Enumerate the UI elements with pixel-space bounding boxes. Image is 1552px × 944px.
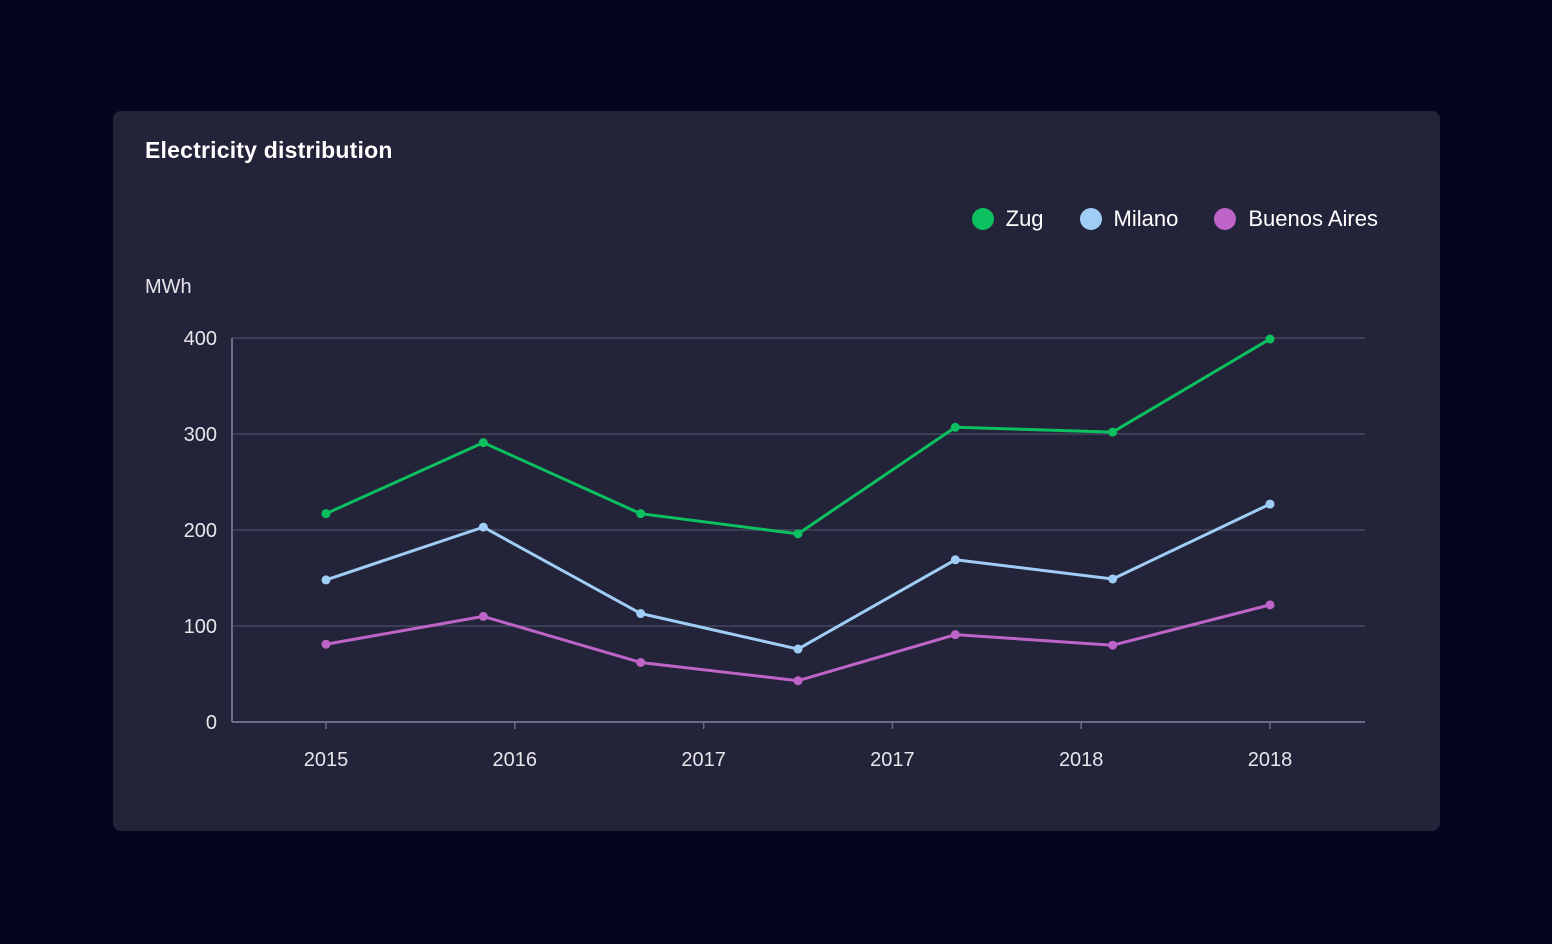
milano-point[interactable] [793,644,803,654]
series-milano[interactable] [321,499,1275,654]
zug-point[interactable] [1265,334,1275,344]
zug-point[interactable] [1108,427,1118,437]
zug-point[interactable] [793,529,803,539]
milano-point[interactable] [950,555,960,565]
buenos-aires-point[interactable] [478,611,488,621]
series-zug[interactable] [321,334,1275,539]
milano-point[interactable] [636,609,646,619]
zug-point[interactable] [636,509,646,519]
zug-line[interactable] [324,337,1272,536]
buenos-aires-line[interactable] [324,603,1272,683]
buenos-aires-point[interactable] [1265,600,1275,610]
x-tick-label: 2017 [681,749,726,771]
zug-legend-dot-icon [971,208,994,230]
y-tick-label: 200 [184,520,217,542]
buenos-aires-point[interactable] [321,639,331,649]
y-tick-label: 400 [184,328,217,350]
legend-item-milano[interactable]: Milano [1079,206,1179,232]
x-tick-label: 2017 [870,749,915,771]
y-axis-labels: 0 100 200 300 400 [184,328,217,734]
buenos-aires-legend-dot-icon [1214,208,1237,230]
y-tick-label: 100 [184,616,217,638]
legend-item-buenos-aires[interactable]: Buenos Aires [1214,206,1378,232]
legend-label: Milano [1113,206,1179,231]
x-tick-label: 2018 [1248,749,1293,771]
x-axis: 2015 2016 2017 2017 2018 2018 [304,722,1293,771]
y-axis-unit-label: MWh [145,276,192,298]
milano-point[interactable] [478,522,488,532]
chart-title: Electricity distribution [145,137,393,163]
milano-line[interactable] [324,502,1272,651]
x-tick-label: 2018 [1059,749,1104,771]
buenos-aires-point[interactable] [793,676,803,686]
milano-point[interactable] [1108,574,1118,584]
y-tick-label: 0 [206,712,217,734]
zug-point[interactable] [321,509,331,519]
legend-label: Zug [1005,206,1044,231]
zug-point[interactable] [950,422,960,432]
milano-point[interactable] [1265,499,1275,509]
buenos-aires-point[interactable] [1108,640,1118,650]
series-buenos-aires[interactable] [321,600,1275,686]
milano-legend-dot-icon [1079,208,1102,230]
y-tick-label: 300 [184,424,217,446]
chart-legend: Zug Milano Buenos Aires [971,206,1378,232]
milano-point[interactable] [321,575,331,585]
buenos-aires-point[interactable] [950,630,960,640]
line-chart[interactable]: 0 100 200 300 400 2015 2016 2017 2017 2018 2018 [113,111,1440,831]
chart-card: Electricity distribution Zug Milano Buenos… [113,111,1440,831]
buenos-aires-point[interactable] [636,657,646,667]
x-tick-label: 2016 [493,749,538,771]
zug-point[interactable] [478,438,488,448]
x-tick-label: 2015 [304,749,349,771]
legend-label: Buenos Aires [1248,206,1378,231]
legend-item-zug[interactable]: Zug [971,206,1044,232]
